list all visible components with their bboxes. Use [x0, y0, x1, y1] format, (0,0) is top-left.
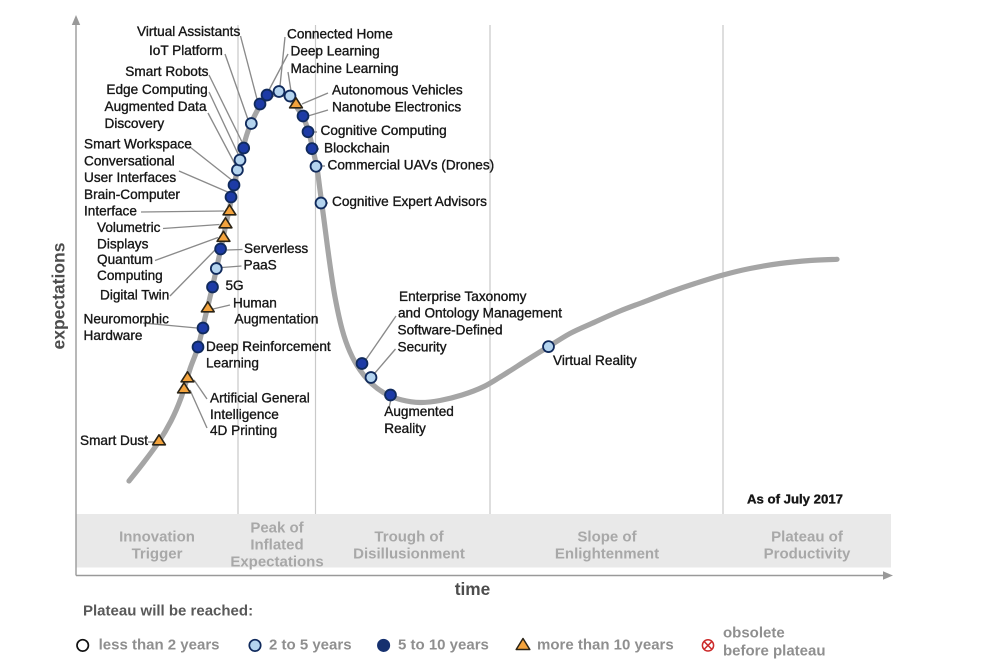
svg-text:5G: 5G	[226, 278, 244, 293]
svg-text:Inflated: Inflated	[250, 536, 303, 553]
svg-text:Artificial General: Artificial General	[210, 391, 310, 406]
svg-text:Virtual Assistants: Virtual Assistants	[137, 24, 240, 39]
svg-text:Conversational: Conversational	[84, 154, 175, 169]
svg-text:Reality: Reality	[384, 421, 426, 436]
svg-text:Commercial UAVs (Drones): Commercial UAVs (Drones)	[328, 158, 495, 173]
svg-text:Neuromorphic: Neuromorphic	[84, 312, 170, 327]
svg-text:Enlightenment: Enlightenment	[555, 545, 659, 562]
svg-text:Slope of: Slope of	[577, 528, 637, 545]
svg-text:less than 2 years: less than 2 years	[99, 636, 220, 653]
svg-text:Blockchain: Blockchain	[324, 141, 390, 156]
svg-text:Interface: Interface	[84, 204, 137, 219]
svg-text:IoT Platform: IoT Platform	[149, 43, 223, 58]
svg-text:Disillusionment: Disillusionment	[353, 545, 465, 562]
svg-text:Augmented: Augmented	[384, 404, 454, 419]
svg-text:before plateau: before plateau	[723, 642, 826, 659]
svg-text:Serverless: Serverless	[244, 241, 308, 256]
svg-text:Trough of: Trough of	[374, 528, 444, 545]
svg-text:Nanotube Electronics: Nanotube Electronics	[332, 100, 461, 115]
svg-text:Discovery: Discovery	[105, 116, 165, 131]
svg-text:Volumetric: Volumetric	[97, 220, 161, 235]
svg-text:Digital Twin: Digital Twin	[100, 288, 169, 303]
svg-text:expectations: expectations	[49, 242, 69, 349]
svg-text:Cognitive Computing: Cognitive Computing	[321, 123, 447, 138]
svg-text:Virtual Reality: Virtual Reality	[553, 353, 637, 368]
svg-text:Deep Reinforcement: Deep Reinforcement	[206, 339, 331, 354]
svg-text:more than 10 years: more than 10 years	[537, 636, 674, 653]
svg-text:Edge Computing: Edge Computing	[106, 82, 207, 97]
svg-text:Cognitive Expert Advisors: Cognitive Expert Advisors	[332, 194, 487, 209]
svg-text:2 to 5 years: 2 to 5 years	[269, 636, 352, 653]
svg-text:5 to 10 years: 5 to 10 years	[398, 636, 489, 653]
svg-text:Autonomous Vehicles: Autonomous Vehicles	[332, 83, 463, 98]
svg-text:As of July 2017: As of July 2017	[747, 491, 843, 506]
svg-text:Deep Learning: Deep Learning	[291, 44, 380, 59]
svg-text:Enterprise Taxonomy: Enterprise Taxonomy	[399, 289, 527, 304]
svg-text:Plateau will be reached:: Plateau will be reached:	[83, 602, 253, 619]
svg-text:time: time	[455, 579, 491, 599]
svg-text:Software-Defined: Software-Defined	[398, 322, 503, 337]
svg-text:Human: Human	[233, 296, 277, 311]
svg-text:Security: Security	[398, 339, 447, 354]
svg-text:Hardware: Hardware	[84, 328, 143, 343]
svg-text:Augmented Data: Augmented Data	[105, 99, 207, 114]
svg-text:Smart Dust: Smart Dust	[80, 433, 148, 448]
svg-text:Innovation: Innovation	[119, 528, 195, 545]
svg-text:Productivity: Productivity	[764, 545, 851, 562]
svg-text:Learning: Learning	[206, 356, 259, 371]
svg-text:Augmentation: Augmentation	[235, 311, 319, 326]
svg-text:Computing: Computing	[97, 268, 163, 283]
svg-text:PaaS: PaaS	[244, 258, 277, 273]
svg-text:4D Printing: 4D Printing	[210, 423, 277, 438]
svg-text:Expectations: Expectations	[230, 553, 323, 570]
svg-text:and Ontology Management: and Ontology Management	[398, 306, 562, 321]
svg-text:Brain-Computer: Brain-Computer	[84, 187, 180, 202]
svg-text:Intelligence: Intelligence	[210, 407, 279, 422]
svg-text:Machine Learning: Machine Learning	[291, 61, 399, 76]
svg-text:Plateau of: Plateau of	[771, 528, 844, 545]
svg-text:Connected Home: Connected Home	[287, 27, 393, 42]
svg-text:Smart Workspace: Smart Workspace	[84, 137, 192, 152]
svg-text:Peak of: Peak of	[250, 519, 304, 536]
svg-text:Smart Robots: Smart Robots	[125, 64, 208, 79]
svg-text:User Interfaces: User Interfaces	[84, 170, 176, 185]
svg-text:Trigger: Trigger	[132, 545, 183, 562]
svg-text:Quantum: Quantum	[97, 252, 153, 267]
svg-text:obsolete: obsolete	[723, 624, 785, 641]
svg-text:Displays: Displays	[97, 237, 149, 252]
